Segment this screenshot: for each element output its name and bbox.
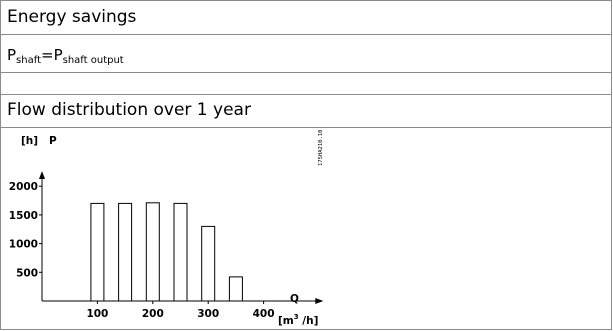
x-unit-rest: /h] bbox=[299, 315, 319, 327]
formula-row: Pshaft=Pshaft output bbox=[1, 35, 611, 73]
formula-equals: = bbox=[41, 46, 54, 64]
y-axis-unit-label: [h] bbox=[21, 135, 38, 147]
y-tick-label-1000: 1000 bbox=[9, 239, 38, 251]
header-row: Energy savings bbox=[1, 1, 611, 35]
formula-subscript-shaft-output: shaft output bbox=[62, 55, 124, 66]
y-tick-label-1500: 1500 bbox=[9, 210, 38, 222]
y-axis-arrow bbox=[39, 170, 45, 179]
flow-distribution-chart: 500 1000 1500 2000 100 200 300 400 [h] P Q [m3… bbox=[9, 130, 324, 327]
section-title: Flow distribution over 1 year bbox=[7, 100, 251, 120]
formula-symbol-p: P bbox=[7, 46, 17, 64]
y-ticks-group: 500 1000 1500 2000 bbox=[9, 181, 42, 279]
formula-symbol-p-output: P bbox=[53, 46, 63, 64]
y-axis-symbol-label: P bbox=[49, 135, 57, 147]
chart-axes-group bbox=[39, 170, 324, 304]
x-tick-label-300: 300 bbox=[197, 308, 219, 320]
y-tick-label-2000: 2000 bbox=[9, 181, 38, 193]
x-tick-label-200: 200 bbox=[142, 308, 164, 320]
figure-id-label: 175HA210.10 bbox=[318, 130, 324, 166]
formula-text: Pshaft=Pshaft output bbox=[7, 46, 124, 66]
x-tick-label-400: 400 bbox=[253, 308, 275, 320]
x-axis-symbol-label: Q bbox=[290, 293, 299, 305]
formula-subscript-shaft: shaft bbox=[16, 55, 41, 66]
empty-row bbox=[1, 73, 611, 95]
bar-350 bbox=[228, 276, 243, 302]
x-ticks-group: 100 200 300 400 bbox=[86, 301, 275, 320]
bar-250 bbox=[173, 202, 188, 302]
bar-100 bbox=[90, 202, 105, 302]
chart-bars-group bbox=[90, 202, 243, 302]
bar-200 bbox=[145, 202, 160, 302]
section-row: Flow distribution over 1 year bbox=[1, 95, 611, 128]
x-axis-unit-label: [m3 /h] bbox=[278, 313, 318, 327]
x-unit-sup: 3 bbox=[294, 313, 299, 321]
x-unit-open: [m bbox=[278, 315, 294, 327]
bar-300 bbox=[201, 225, 216, 302]
page-title: Energy savings bbox=[7, 7, 137, 27]
x-tick-label-100: 100 bbox=[86, 308, 108, 320]
y-tick-label-500: 500 bbox=[16, 267, 38, 279]
x-axis-arrow bbox=[315, 298, 324, 304]
bar-150 bbox=[118, 202, 133, 302]
